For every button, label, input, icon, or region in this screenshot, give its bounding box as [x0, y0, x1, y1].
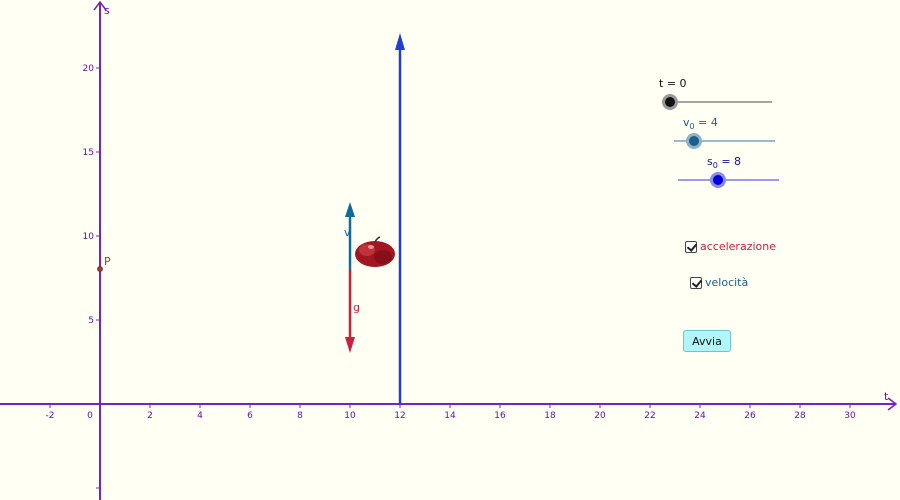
slider-t-label: t = 0: [659, 77, 687, 90]
x-tick-label: 2: [147, 411, 153, 421]
slider-s0[interactable]: [678, 172, 779, 188]
y-tick-label: 5: [88, 316, 94, 326]
x-ticks: -2 0 2 4 6 8 10 12 14 16 18 20 22 24 26 28 30: [46, 404, 856, 421]
checkbox-accelerazione[interactable]: accelerazione: [685, 240, 776, 253]
y-axis-label: s: [104, 4, 110, 17]
x-tick-label: 30: [844, 411, 856, 421]
y-tick-label: 20: [83, 64, 95, 74]
x-tick-label: 16: [494, 411, 506, 421]
slider-s0-label: s0 = 8: [707, 155, 742, 171]
slider-v0-knob[interactable]: [686, 133, 702, 149]
velocity-label: v: [344, 226, 351, 239]
x-tick-label: 8: [297, 411, 303, 421]
checkbox-accelerazione-box[interactable]: [685, 240, 697, 253]
checkbox-velocita-label: velocità: [705, 276, 749, 289]
x-tick-label: 6: [247, 411, 253, 421]
x-tick-label: 10: [344, 411, 356, 421]
slider-v0[interactable]: [674, 133, 775, 149]
x-tick-label: -2: [46, 411, 55, 421]
x-tick-label: 26: [744, 411, 756, 421]
x-tick-label: 4: [197, 411, 203, 421]
checkbox-accelerazione-label: accelerazione: [700, 240, 776, 253]
x-tick-label: 28: [794, 411, 806, 421]
x-tick-label: 22: [644, 411, 655, 421]
x-tick-label: 0: [87, 411, 93, 421]
x-tick-label: 14: [444, 411, 456, 421]
acceleration-label: g: [353, 301, 360, 314]
checkbox-velocita-box[interactable]: [690, 276, 702, 289]
apple-icon: [355, 236, 395, 267]
trajectory-arrowhead: [395, 33, 405, 50]
y-tick-label: 10: [83, 232, 95, 242]
point-p[interactable]: [97, 266, 103, 272]
velocity-arrowhead: [345, 202, 355, 217]
acceleration-arrowhead: [345, 337, 355, 353]
slider-t-knob[interactable]: [662, 94, 678, 110]
y-ticks: 5 10 15 20: [83, 64, 100, 489]
point-p-label: P: [104, 255, 111, 268]
x-tick-label: 18: [544, 411, 556, 421]
y-tick-label: 15: [83, 148, 94, 158]
x-tick-label: 12: [394, 411, 405, 421]
slider-t[interactable]: [662, 94, 772, 110]
x-tick-label: 24: [694, 411, 706, 421]
x-tick-label: 20: [594, 411, 606, 421]
start-button[interactable]: Avvia: [683, 330, 731, 352]
slider-s0-knob[interactable]: [710, 172, 726, 188]
checkbox-velocita[interactable]: velocità: [690, 276, 748, 289]
slider-v0-label: v0 = 4: [683, 116, 718, 132]
x-axis-label: t: [884, 390, 889, 403]
x-axis-arrow: [887, 397, 898, 411]
y-axis-arrow: [93, 0, 107, 11]
